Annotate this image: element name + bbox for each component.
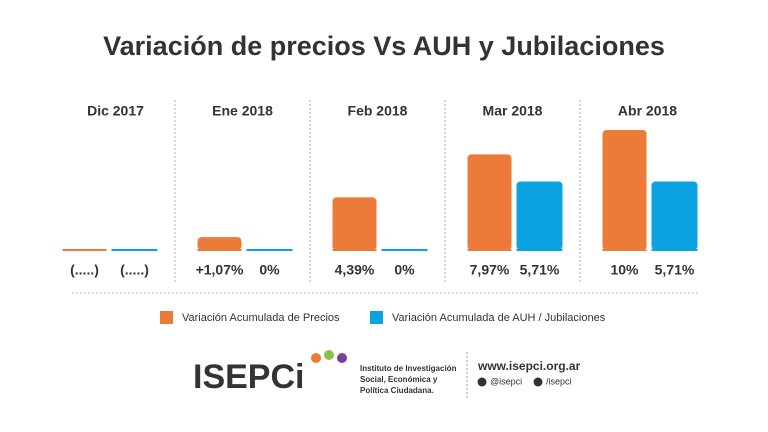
twitter: @isepci: [490, 376, 522, 386]
bar: [332, 197, 377, 250]
institute-line: Política Ciudadana.: [360, 386, 434, 395]
bar: [197, 237, 242, 250]
value-label: 0%: [394, 262, 415, 278]
website: www.isepci.org.ar: [477, 359, 581, 373]
baseline-stub: [111, 249, 158, 251]
baseline-stub: [62, 249, 107, 251]
value-label: (.....): [70, 262, 99, 278]
value-label: +1,07%: [196, 262, 244, 278]
value-label: (.....): [120, 262, 149, 278]
legend-label: Variación Acumulada de AUH / Jubilacione…: [392, 312, 606, 324]
institute-line: Instituto de Investigación: [360, 364, 457, 373]
chart-title: Variación de precios Vs AUH y Jubilacion…: [103, 31, 665, 61]
value-label: 5,71%: [655, 262, 695, 278]
value-label: 5,71%: [520, 262, 560, 278]
baseline-stub: [246, 249, 293, 251]
legend-label: Variación Acumulada de Precios: [182, 312, 340, 324]
value-label: 0%: [259, 262, 280, 278]
value-label: 4,39%: [335, 262, 375, 278]
logo-dot: [337, 353, 347, 363]
bar: [651, 181, 698, 250]
logo-dot: [311, 353, 321, 363]
category-label: Mar 2018: [483, 103, 543, 119]
category-label: Feb 2018: [348, 103, 408, 119]
bar: [516, 181, 563, 250]
facebook-icon: [533, 377, 543, 387]
facebook: /isepci: [546, 376, 572, 386]
logo: ISEPCi: [193, 358, 304, 396]
twitter-icon: [477, 377, 487, 387]
baseline-stub: [381, 249, 428, 251]
legend-swatch: [370, 311, 383, 324]
value-label: 7,97%: [470, 262, 510, 278]
bar: [602, 130, 647, 250]
institute-line: Social, Económica y: [360, 375, 438, 384]
logo-dot: [324, 350, 334, 360]
category-label: Ene 2018: [212, 103, 273, 119]
category-label: Abr 2018: [618, 103, 677, 119]
bar: [467, 154, 512, 250]
value-label: 10%: [610, 262, 639, 278]
category-label: Dic 2017: [87, 103, 144, 119]
footer: ISEPCi Instituto de Investigación Social…: [193, 350, 581, 400]
legend-swatch: [160, 311, 173, 324]
